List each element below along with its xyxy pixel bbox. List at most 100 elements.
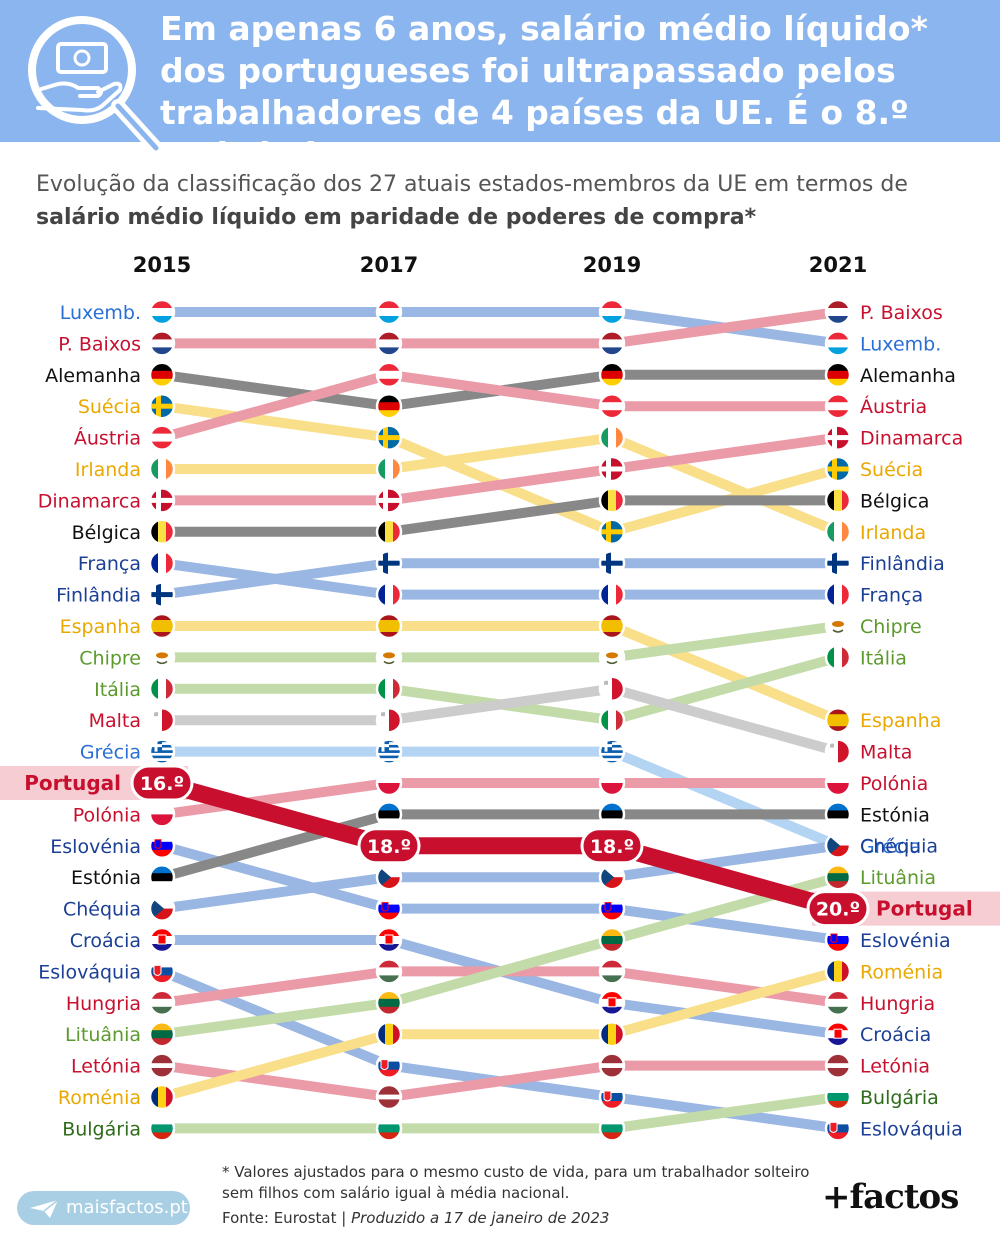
label-end-austria: Áustria <box>860 395 927 418</box>
lithuania-flag-icon <box>824 863 852 891</box>
series-line-cyprus <box>157 621 843 663</box>
italy-flag-icon <box>598 706 626 734</box>
slovenia-flag-icon <box>598 895 626 922</box>
austria-flag-icon <box>598 392 626 420</box>
label-end-malta: Malta <box>860 742 912 764</box>
denmark-flag-icon <box>148 487 176 514</box>
ireland-flag-icon <box>824 518 852 546</box>
chart-subtitle: Evolução da classificação dos 27 atuais … <box>36 168 976 234</box>
germany-flag-icon <box>148 361 176 389</box>
series-line-italy <box>157 652 843 726</box>
series-line-latvia <box>157 1060 843 1102</box>
cyprus-flag-icon <box>375 644 403 671</box>
label-start-latvia: Letónia <box>71 1056 141 1078</box>
year-header-2017: 2017 <box>360 253 418 277</box>
series-line-netherlands <box>157 307 843 349</box>
romania-flag-icon <box>148 1083 176 1111</box>
label-end-cyprus: Chipre <box>860 616 922 638</box>
bulgaria-flag-icon <box>598 1115 626 1142</box>
slovakia-flag-icon <box>824 1115 852 1142</box>
series-lines <box>153 307 847 1134</box>
croatia-flag-icon <box>824 1020 852 1048</box>
cyprus-flag-icon <box>824 612 852 640</box>
subtitle-line1: Evolução da classificação dos 27 atuais … <box>36 172 908 197</box>
rank-badge-2019: 18.º <box>580 827 644 865</box>
label-end-estonia: Estónia <box>860 804 930 826</box>
label-end-portugal: Portugal <box>876 897 973 921</box>
label-start-france: França <box>78 553 141 575</box>
croatia-flag-icon <box>598 989 626 1017</box>
label-start-sweden: Suécia <box>78 396 141 418</box>
label-start-romania: Roménia <box>58 1087 141 1109</box>
netherlands-flag-icon <box>824 298 852 326</box>
footnote: * Valores ajustados para o mesmo custo d… <box>222 1163 810 1202</box>
label-end-netherlands: P. Baixos <box>860 302 943 324</box>
year-header-2019: 2019 <box>583 253 641 277</box>
label-start-poland: Polónia <box>73 804 141 826</box>
label-start-ireland: Irlanda <box>75 459 141 481</box>
label-end-greece: Grécia <box>860 836 921 858</box>
series-line-portugal <box>153 774 847 918</box>
ireland-flag-icon <box>375 455 403 483</box>
year-headers: 2015 2017 2019 2021 <box>133 253 867 277</box>
label-end-france: França <box>860 585 923 607</box>
label-end-spain: Espanha <box>860 710 941 732</box>
austria-flag-icon <box>375 361 403 389</box>
label-start-slovenia: Eslovénia <box>50 836 141 858</box>
label-end-ireland: Irlanda <box>860 522 926 544</box>
germany-flag-icon <box>598 361 626 389</box>
czechia-flag-icon <box>824 832 852 859</box>
label-start-lithuania: Lituânia <box>65 1024 141 1046</box>
romania-flag-icon <box>824 958 852 985</box>
belgium-flag-icon <box>824 487 852 514</box>
poland-flag-icon <box>824 769 852 797</box>
label-start-denmark: Dinamarca <box>38 490 141 512</box>
label-end-czechia: Chéquia <box>860 835 938 857</box>
rank-badge-text: 18.º <box>590 836 634 858</box>
series-line-malta <box>157 683 843 757</box>
slovakia-flag-icon <box>598 1083 626 1111</box>
label-start-estonia: Estónia <box>71 867 141 889</box>
label-end-sweden: Suécia <box>860 459 923 481</box>
series-line-lithuania <box>157 872 843 1040</box>
year-header-2021: 2021 <box>809 253 867 277</box>
spain-flag-icon <box>824 706 852 734</box>
header-banner: Em apenas 6 anos, salário médio líquido*… <box>0 0 1000 174</box>
slovakia-flag-icon <box>148 958 176 985</box>
belgium-flag-icon <box>148 518 176 546</box>
rank-badge-text: 20.º <box>816 899 860 921</box>
finland-flag-icon <box>375 549 403 577</box>
lithuania-flag-icon <box>598 926 626 954</box>
luxembourg-flag-icon <box>375 298 403 326</box>
cyprus-flag-icon <box>598 644 626 671</box>
estonia-flag-icon <box>375 801 403 828</box>
site-label: maisfactos.pt <box>66 1197 188 1218</box>
rank-badge-text: 18.º <box>367 836 411 858</box>
series-line-bulgaria <box>157 1092 843 1134</box>
label-end-luxembourg: Luxemb. <box>860 333 941 355</box>
rank-badges: 16.º 18.º 18.º 20.º Portugal Portugal <box>24 764 973 928</box>
france-flag-icon <box>598 581 626 608</box>
label-start-italy: Itália <box>94 679 141 701</box>
source-text: Fonte: Eurostat | <box>222 1209 352 1227</box>
hungary-flag-icon <box>824 989 852 1017</box>
germany-flag-icon <box>824 361 852 389</box>
italy-flag-icon <box>375 675 403 703</box>
france-flag-icon <box>375 581 403 608</box>
slovakia-flag-icon <box>375 1052 403 1079</box>
site-link[interactable]: maisfactos.pt <box>17 1191 190 1225</box>
latvia-flag-icon <box>824 1052 852 1079</box>
denmark-flag-icon <box>598 455 626 483</box>
bump-chart: 2015 2017 2019 2021 Luxemb. Luxemb. P. Baixos… <box>0 253 1000 1142</box>
series-line-austria <box>157 369 843 443</box>
estonia-flag-icon <box>598 801 626 828</box>
luxembourg-flag-icon <box>148 298 176 326</box>
label-start-luxembourg: Luxemb. <box>60 302 141 324</box>
label-end-croatia: Croácia <box>860 1024 931 1046</box>
label-end-lithuania: Lituânia <box>860 867 936 889</box>
label-start-spain: Espanha <box>60 616 141 638</box>
croatia-flag-icon <box>148 926 176 954</box>
malta-flag-icon <box>824 738 852 765</box>
slovenia-flag-icon <box>375 895 403 922</box>
slovenia-flag-icon <box>148 832 176 860</box>
